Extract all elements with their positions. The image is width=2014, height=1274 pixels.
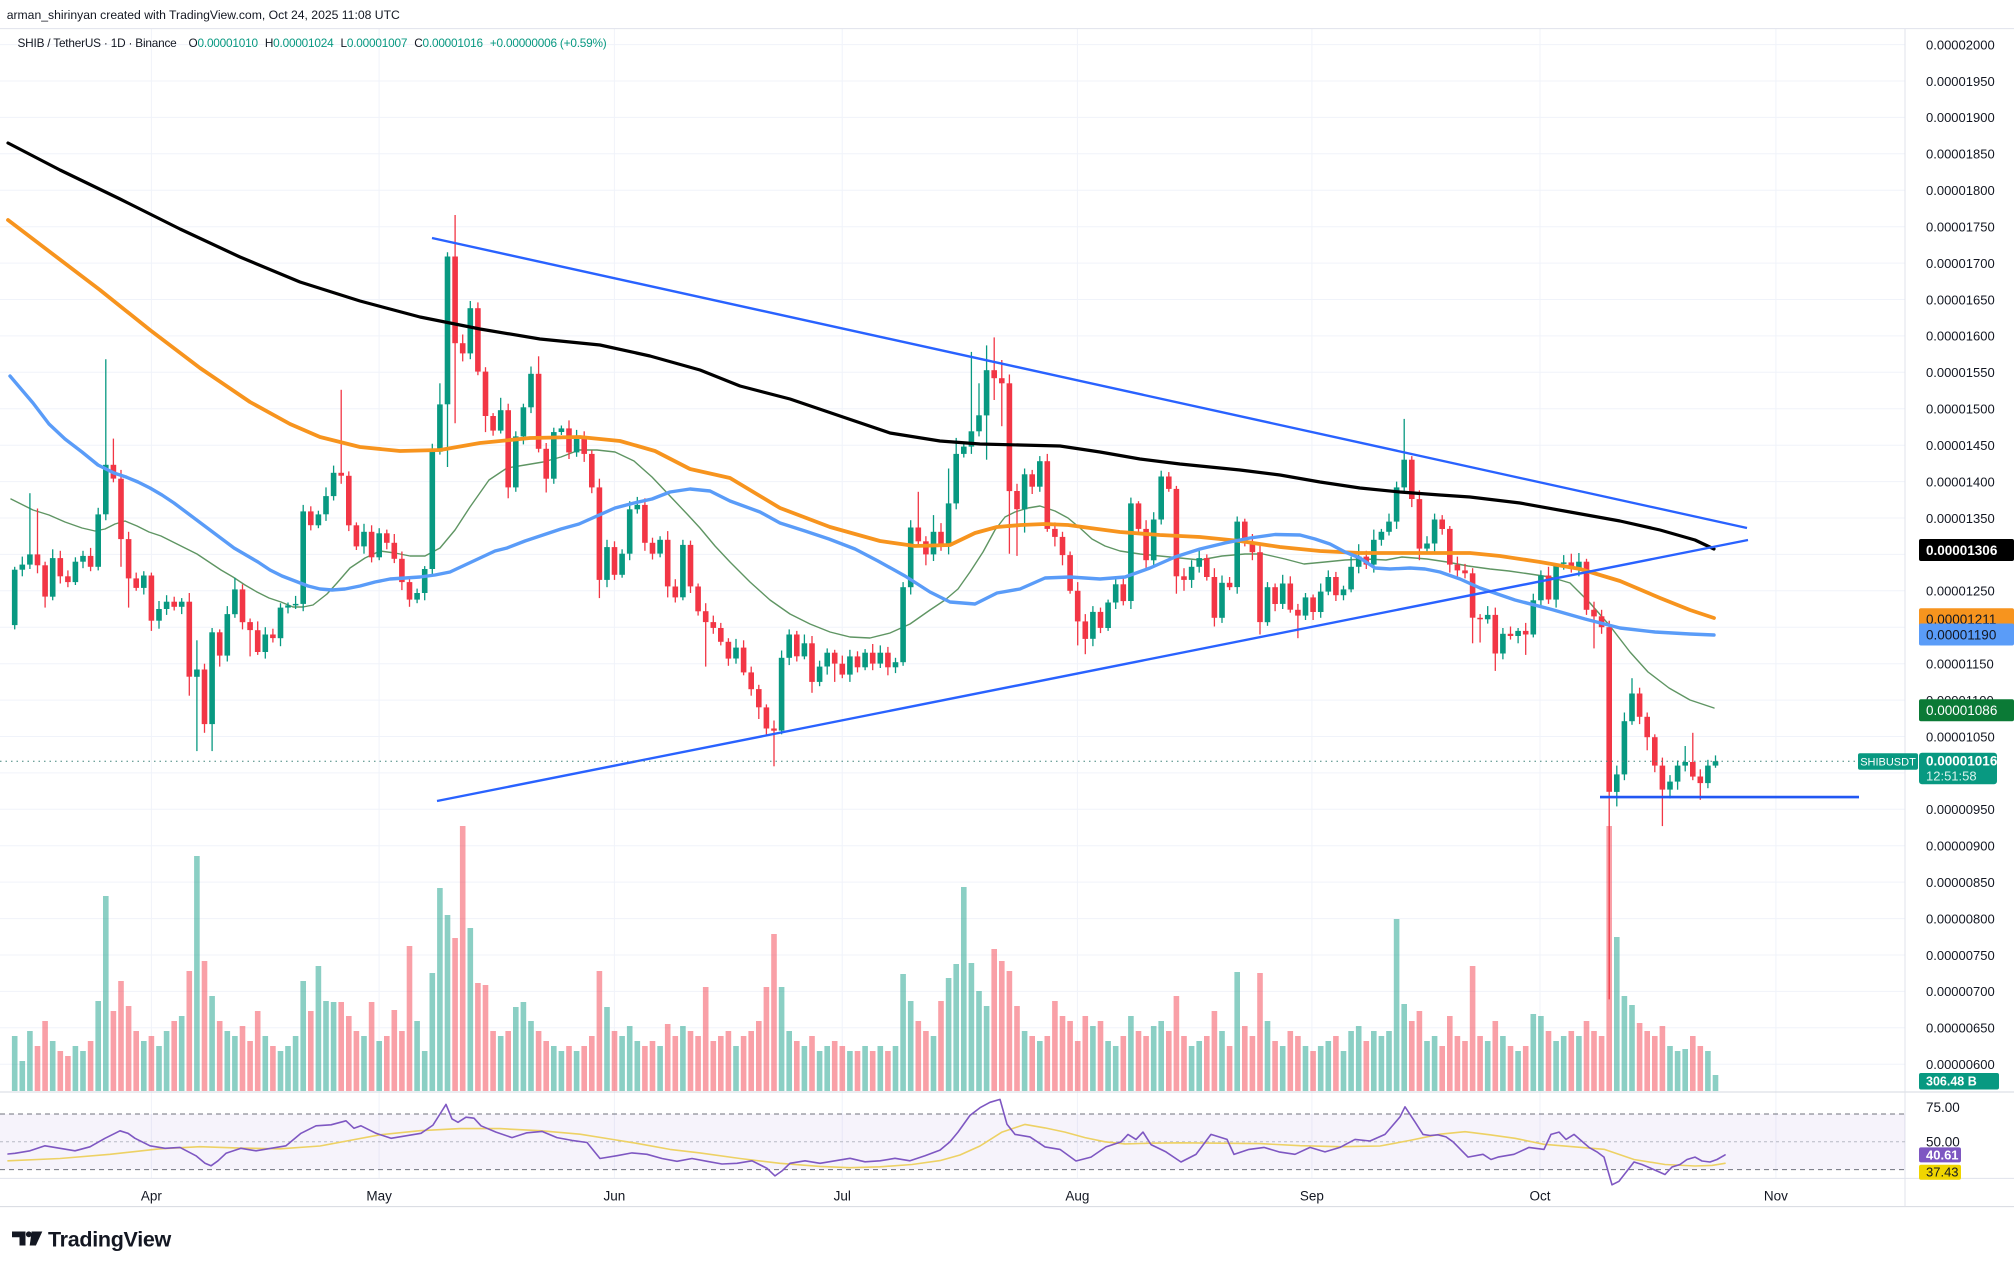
svg-text:Jul: Jul <box>834 1189 851 1204</box>
svg-text:0.00001050: 0.00001050 <box>1926 729 1995 744</box>
svg-text:Sep: Sep <box>1300 1189 1324 1204</box>
svg-text:0.00001900: 0.00001900 <box>1926 110 1995 125</box>
svg-text:SHIBUSDT: SHIBUSDT <box>1860 756 1916 768</box>
svg-text:40.61: 40.61 <box>1926 1147 1959 1162</box>
svg-text:75.00: 75.00 <box>1926 1100 1960 1115</box>
svg-text:0.00002000: 0.00002000 <box>1926 37 1995 52</box>
svg-text:SHIB / TetherUS · 1D · Binance: SHIB / TetherUS · 1D · Binance O0.0000101… <box>18 36 607 50</box>
svg-text:0.00001650: 0.00001650 <box>1926 292 1995 307</box>
svg-text:Jun: Jun <box>604 1189 626 1204</box>
svg-text:0.00001306: 0.00001306 <box>1926 543 1998 558</box>
svg-text:37.43: 37.43 <box>1926 1164 1959 1179</box>
svg-text:0.00001350: 0.00001350 <box>1926 511 1995 526</box>
svg-text:0.00000600: 0.00000600 <box>1926 1057 1995 1072</box>
svg-text:0.00000750: 0.00000750 <box>1926 948 1995 963</box>
svg-text:0.00001250: 0.00001250 <box>1926 584 1995 599</box>
svg-text:50.00: 50.00 <box>1926 1135 1960 1150</box>
svg-text:0.00001950: 0.00001950 <box>1926 74 1995 89</box>
svg-text:0.00001600: 0.00001600 <box>1926 329 1995 344</box>
svg-text:0.00000950: 0.00000950 <box>1926 802 1995 817</box>
svg-text:0.00000700: 0.00000700 <box>1926 984 1995 999</box>
svg-text:0.00001750: 0.00001750 <box>1926 220 1995 235</box>
svg-text:Oct: Oct <box>1529 1189 1550 1204</box>
svg-text:0.00001190: 0.00001190 <box>1926 627 1996 642</box>
svg-text:0.00001550: 0.00001550 <box>1926 365 1995 380</box>
svg-text:0.00000900: 0.00000900 <box>1926 839 1995 854</box>
svg-text:0.00001800: 0.00001800 <box>1926 183 1995 198</box>
svg-text:Aug: Aug <box>1065 1189 1089 1204</box>
svg-text:arman_shirinyan created with T: arman_shirinyan created with TradingView… <box>7 8 400 22</box>
svg-text:0.00001150: 0.00001150 <box>1926 657 1994 672</box>
svg-text:0.00001500: 0.00001500 <box>1926 402 1995 417</box>
svg-text:0.00000650: 0.00000650 <box>1926 1021 1995 1036</box>
svg-text:0.00001400: 0.00001400 <box>1926 474 1995 489</box>
svg-text:0.00001450: 0.00001450 <box>1926 438 1995 453</box>
svg-text:0.00001850: 0.00001850 <box>1926 147 1995 162</box>
svg-text:0.00001700: 0.00001700 <box>1926 256 1995 271</box>
svg-text:12:51:58: 12:51:58 <box>1926 769 1977 784</box>
svg-text:TradingView: TradingView <box>48 1227 172 1251</box>
svg-text:Nov: Nov <box>1764 1189 1788 1204</box>
svg-text:0.00000800: 0.00000800 <box>1926 911 1995 926</box>
svg-text:0.00001016: 0.00001016 <box>1926 754 1998 769</box>
svg-text:306.48 B: 306.48 B <box>1926 1075 1977 1089</box>
svg-text:0.00000850: 0.00000850 <box>1926 875 1995 890</box>
svg-text:Apr: Apr <box>141 1189 163 1204</box>
svg-text:0.00001211: 0.00001211 <box>1926 612 1996 627</box>
svg-text:May: May <box>366 1189 392 1204</box>
svg-text:0.00001086: 0.00001086 <box>1926 703 1997 718</box>
